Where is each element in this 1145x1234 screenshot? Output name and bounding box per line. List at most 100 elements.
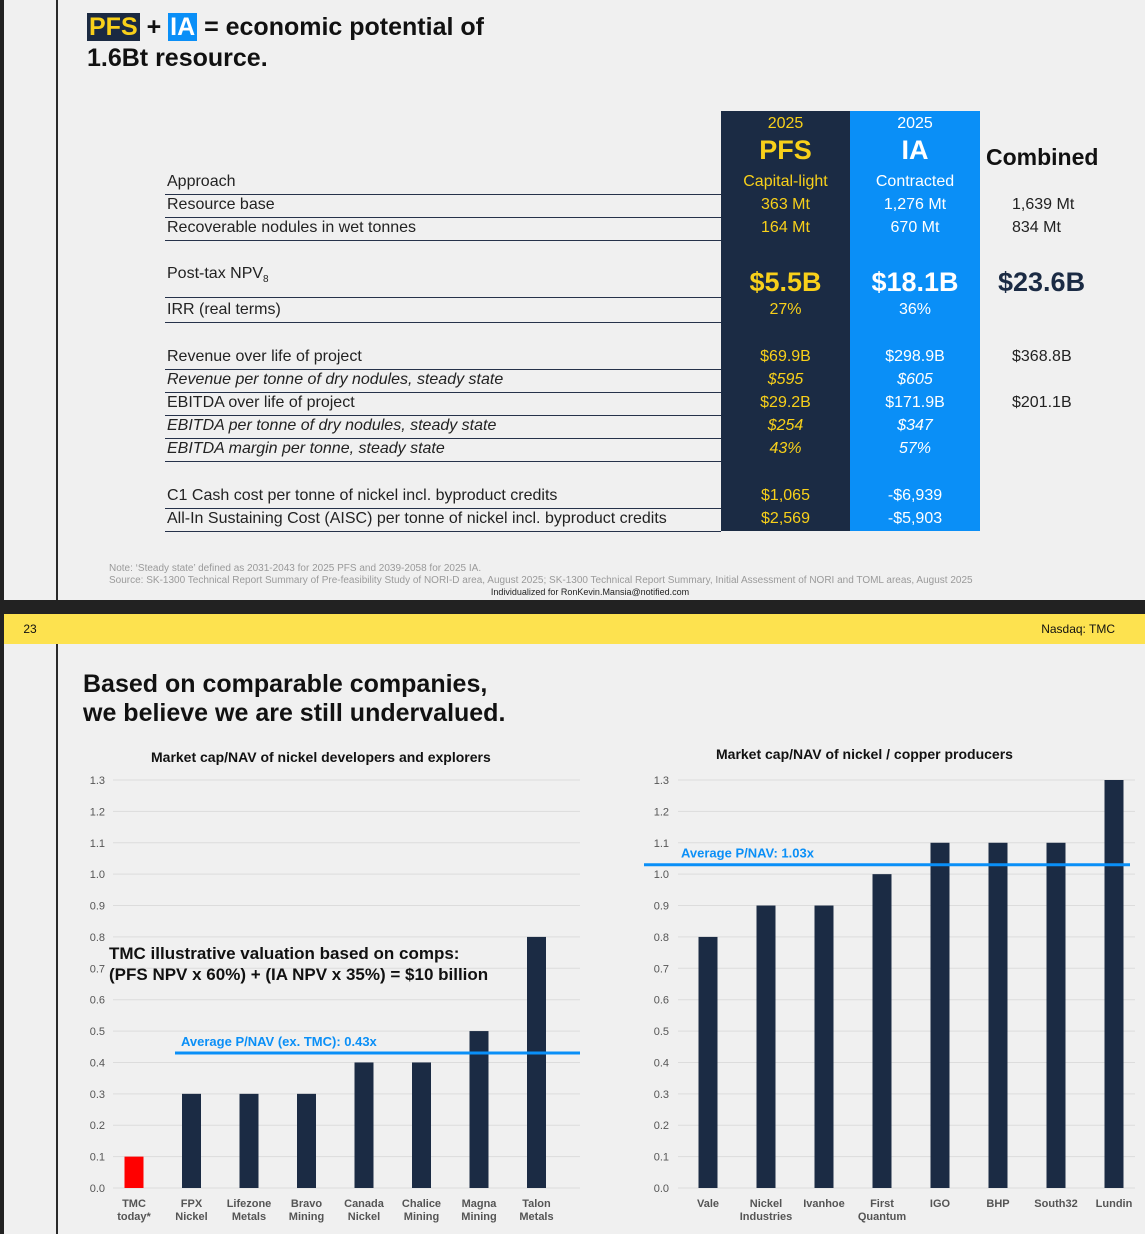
bar xyxy=(297,1093,316,1188)
row-label-text: All-In Sustaining Cost (AISC) per tonne … xyxy=(167,510,667,527)
pfs-year: 2025 xyxy=(767,115,804,132)
row-divider xyxy=(165,322,721,323)
bar xyxy=(930,842,950,1188)
row-label-text: EBITDA per tonne of dry nodules, steady … xyxy=(167,417,497,434)
bar xyxy=(756,905,776,1188)
y-tick-label: 0.0 xyxy=(90,1183,105,1195)
combined-value: $23.6B xyxy=(998,267,1086,297)
row-label-text: IRR (real terms) xyxy=(167,301,281,318)
x-tick-label: Metals xyxy=(232,1211,266,1223)
x-tick-label: Metals xyxy=(519,1211,553,1223)
y-tick-label: 0.1 xyxy=(90,1152,105,1164)
y-tick-label: 0.0 xyxy=(654,1183,669,1195)
row-divider xyxy=(165,461,721,462)
row-divider xyxy=(165,217,721,218)
y-tick-label: 0.3 xyxy=(90,1089,105,1101)
pfs-value: $2,569 xyxy=(761,510,810,527)
viewer-frame xyxy=(0,0,4,1234)
row-label-text: EBITDA over life of project xyxy=(167,394,355,411)
ia-value: -$6,939 xyxy=(887,487,943,504)
x-tick-label: Vale xyxy=(697,1198,719,1210)
ia-value: -$5,903 xyxy=(887,510,943,527)
row-label: Recoverable nodules in wet tonnes xyxy=(167,219,416,237)
chart1-title: Market cap/NAV of nickel developers and … xyxy=(151,749,491,765)
x-tick-label: Chalice xyxy=(402,1198,441,1210)
title-ia: IA xyxy=(168,13,198,41)
x-tick-label: Lundin xyxy=(1096,1198,1133,1210)
ia-year: 2025 xyxy=(897,115,933,132)
combined-value: 1,639 Mt xyxy=(1012,196,1075,213)
x-tick-label: Magna xyxy=(462,1198,498,1210)
row-divider xyxy=(165,369,721,370)
pfs-value: $1,065 xyxy=(761,487,810,504)
ia-value: $171.9B xyxy=(885,394,945,411)
title-rest: = economic potential of xyxy=(197,13,484,41)
x-tick-label: Mining xyxy=(404,1211,439,1223)
chart2-title: Market cap/NAV of nickel / copper produc… xyxy=(716,746,1013,762)
y-tick-label: 0.2 xyxy=(90,1120,105,1132)
x-tick-label: First xyxy=(870,1198,894,1210)
x-tick-label: Quantum xyxy=(858,1211,906,1223)
pfs-value: $595 xyxy=(767,371,804,388)
y-tick-label: 1.2 xyxy=(90,806,105,818)
y-tick-label: 1.1 xyxy=(90,838,105,850)
title-plus: + xyxy=(139,13,169,41)
row-label-text: Revenue over life of project xyxy=(167,348,362,365)
y-tick-label: 1.0 xyxy=(654,869,669,881)
ticker-label: Nasdaq: TMC xyxy=(1041,622,1115,636)
bar xyxy=(412,1062,431,1188)
y-tick-label: 0.8 xyxy=(654,932,669,944)
row-label: Revenue over life of project xyxy=(167,348,362,366)
row-label-text: Revenue per tonne of dry nodules, steady… xyxy=(167,371,504,388)
average-label: Average P/NAV (ex. TMC): 0.43x xyxy=(181,1034,378,1049)
y-tick-label: 1.2 xyxy=(654,806,669,818)
row-label: Post-tax NPV8 xyxy=(167,265,269,285)
pfs-value: 164 Mt xyxy=(761,219,810,236)
row-divider xyxy=(165,438,721,439)
row-divider xyxy=(165,240,721,241)
chart1-developers: 0.0 0.1 0.2 0.3 0.4 0.5 0.6 0.7 0.8 0.9 1.0 1.1 1.2 1… xyxy=(90,775,580,1223)
pfs-value: 363 Mt xyxy=(761,196,810,213)
pfs-value: $254 xyxy=(767,417,804,434)
x-tick-label: Nickel xyxy=(750,1198,782,1210)
y-tick-label: 0.5 xyxy=(654,1026,669,1038)
slide-header-bar xyxy=(4,614,1145,644)
npv-subscript: 8 xyxy=(263,274,269,286)
bar xyxy=(354,1062,374,1188)
pfs-value: Capital-light xyxy=(743,173,828,190)
x-tick-label: Nickel xyxy=(348,1211,380,1223)
bar xyxy=(872,874,892,1188)
ia-value: 1,276 Mt xyxy=(883,196,947,213)
pfs-value: $5.5B xyxy=(749,267,822,297)
bar xyxy=(124,1156,144,1188)
x-tick-label: Mining xyxy=(461,1211,496,1223)
row-label-text: Post-tax NPV xyxy=(167,265,264,282)
x-tick-label: Ivanhoe xyxy=(803,1198,845,1210)
row-divider xyxy=(165,297,721,298)
combined-heading: Combined xyxy=(986,144,1099,170)
x-tick-label: Mining xyxy=(289,1211,324,1223)
y-tick-label: 1.1 xyxy=(654,838,669,850)
page-number: 23 xyxy=(23,622,37,636)
y-tick-label: 0.4 xyxy=(90,1057,105,1069)
ia-value: $605 xyxy=(897,371,933,388)
x-tick-label: Nickel xyxy=(175,1211,207,1223)
x-tick-label: Industries xyxy=(740,1211,793,1223)
row-label-text: Recoverable nodules in wet tonnes xyxy=(167,219,417,236)
row-label-text: C1 Cash cost per tonne of nickel incl. b… xyxy=(167,487,558,504)
x-tick-label: Bravo xyxy=(291,1198,322,1210)
x-tick-label: today* xyxy=(117,1211,151,1223)
y-tick-label: 0.8 xyxy=(90,932,105,944)
x-tick-label: TMC xyxy=(122,1198,146,1210)
bar xyxy=(1104,780,1124,1188)
bar xyxy=(239,1093,259,1188)
combined-value: $368.8B xyxy=(1012,348,1072,365)
x-tick-label: South32 xyxy=(1034,1198,1077,1210)
y-tick-label: 1.0 xyxy=(90,869,105,881)
ia-column: 2025 IA xyxy=(850,111,980,531)
row-divider xyxy=(165,194,721,195)
y-tick-label: 1.3 xyxy=(90,775,105,787)
row-divider xyxy=(165,392,721,393)
x-tick-label: BHP xyxy=(986,1198,1009,1210)
row-divider xyxy=(165,508,721,509)
